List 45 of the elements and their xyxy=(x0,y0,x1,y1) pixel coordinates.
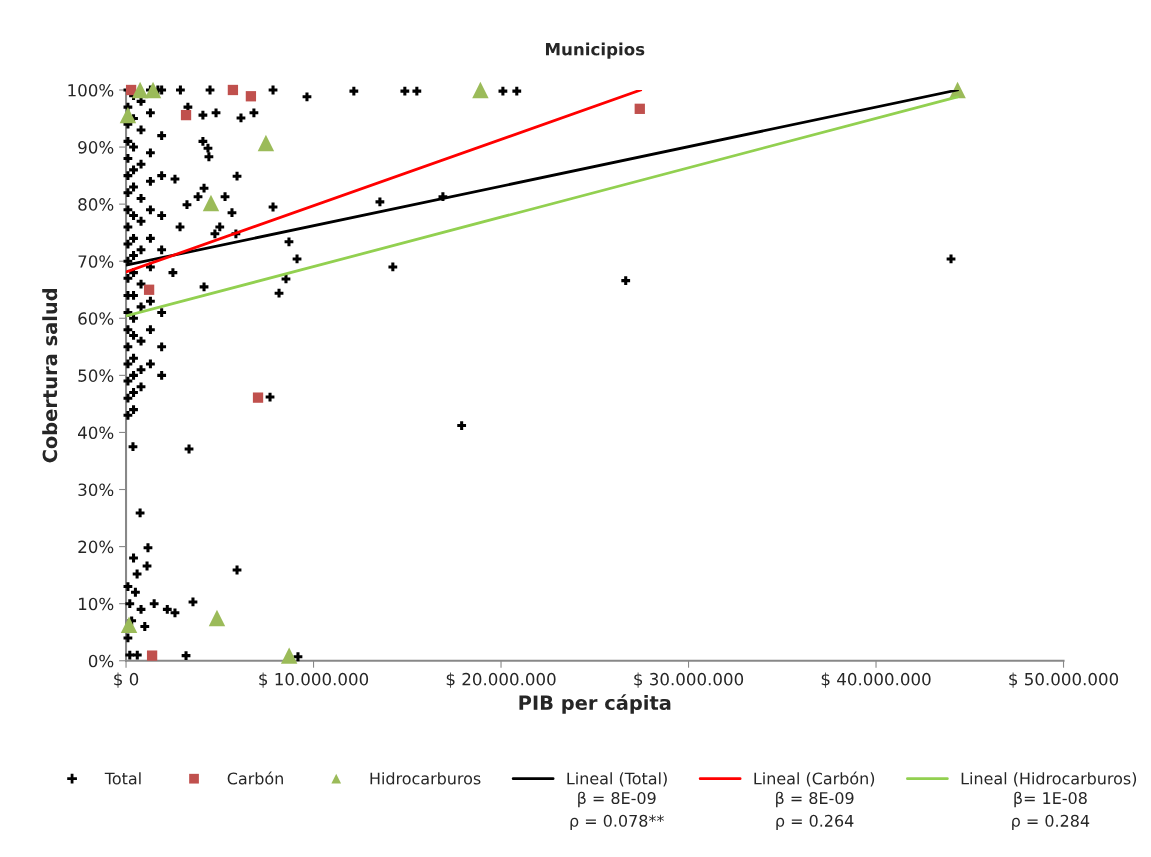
chart-title: Municipios xyxy=(545,42,645,59)
point xyxy=(257,134,275,152)
x-tick-label: $ 30.000.000 xyxy=(634,672,744,688)
point xyxy=(120,616,138,634)
point xyxy=(227,84,239,96)
text: β = 8E-09 ρ = 0.078** xyxy=(570,791,664,830)
point xyxy=(245,91,257,102)
legend-label: Lineal (Total) xyxy=(567,772,667,787)
legend-label: Carbón xyxy=(227,771,283,785)
legend-label: Lineal (Carbón) xyxy=(754,771,875,787)
point xyxy=(208,609,226,627)
y-axis-title: Cobertura salud xyxy=(42,288,58,463)
point xyxy=(144,81,162,99)
y-tick-label: 30% xyxy=(78,483,114,497)
point xyxy=(146,650,158,661)
y-tick-label: 70% xyxy=(78,255,114,268)
y-tick-label: 20% xyxy=(78,540,114,554)
y-tick-label: 60% xyxy=(78,312,114,325)
text: β = 8E-09 ρ = 0.264 xyxy=(776,791,854,830)
point xyxy=(180,109,192,121)
legend-label: Hidrocarburos xyxy=(370,772,481,785)
y-tick-label: 90% xyxy=(78,141,114,154)
x-tick-label: $ 0 xyxy=(114,672,139,688)
y-tick-label: 50% xyxy=(78,369,114,382)
point xyxy=(143,284,155,295)
y-tick-label: 0% xyxy=(88,654,114,668)
point xyxy=(634,103,645,114)
y-tick-label: 80% xyxy=(78,198,114,211)
y-tick-label: 40% xyxy=(78,426,114,440)
x-tick-label: $ 40.000.000 xyxy=(821,672,931,688)
point xyxy=(472,81,489,99)
point xyxy=(202,194,220,212)
point xyxy=(131,81,149,99)
x-tick-label: $ 50.000.000 xyxy=(1009,672,1119,688)
x-tick-label: $ 10.000.000 xyxy=(259,672,369,688)
x-tick-label: $ 20.000.000 xyxy=(446,672,556,688)
y-tick-label: 100% xyxy=(68,83,114,97)
point xyxy=(280,647,298,664)
legend-label: Lineal (Hidrocarburos) xyxy=(961,772,1137,787)
y-tick-label: 10% xyxy=(79,597,114,611)
x-axis-title: PIB per cápita xyxy=(519,694,671,714)
point xyxy=(252,392,264,403)
legend-label: Total xyxy=(104,772,141,785)
text: β= 1E-08 ρ = 0.284 xyxy=(1012,791,1090,830)
point xyxy=(119,106,137,124)
